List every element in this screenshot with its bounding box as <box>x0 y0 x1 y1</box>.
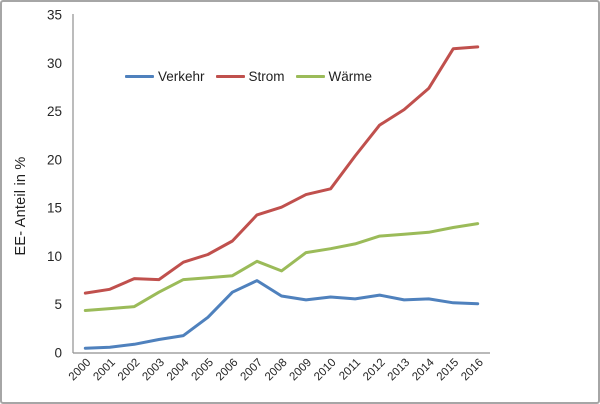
x-tick-label: 2006 <box>214 357 241 384</box>
legend-line-sample-waerme <box>295 75 325 78</box>
x-tick-label: 2002 <box>116 357 143 384</box>
y-tick-label: 0 <box>54 346 62 361</box>
x-tick-label: 2013 <box>386 357 413 384</box>
x-tick-label: 2005 <box>189 357 216 384</box>
x-tick-label: 2011 <box>337 357 363 383</box>
legend-label-waerme: Wärme <box>328 69 373 84</box>
legend: Verkehr Strom Wärme <box>125 69 372 84</box>
x-tick-label: 2003 <box>140 357 167 384</box>
y-tick-label: 35 <box>47 8 62 23</box>
series-line-strom <box>83 45 480 295</box>
legend-item-strom: Strom <box>215 69 285 84</box>
series-line-wärme <box>83 222 480 312</box>
legend-line-sample-strom <box>215 75 245 78</box>
x-tick-label: 2008 <box>263 357 290 384</box>
y-tick-label: 25 <box>47 104 62 119</box>
y-tick-label: 5 <box>54 297 62 312</box>
x-tick-label: 2009 <box>288 357 315 384</box>
x-tick-label: 2000 <box>67 357 94 384</box>
legend-item-verkehr: Verkehr <box>125 69 205 84</box>
x-tick-label: 2001 <box>91 357 118 384</box>
y-tick-label: 15 <box>47 201 62 216</box>
x-tick-label: 2012 <box>361 357 388 384</box>
y-tick-label: 30 <box>47 56 62 71</box>
x-tick-label: 2014 <box>410 356 437 383</box>
x-tick-label: 2015 <box>435 357 462 384</box>
legend-line-sample-verkehr <box>125 75 154 78</box>
x-tick-label: 2010 <box>312 357 339 384</box>
legend-item-waerme: Wärme <box>295 69 373 84</box>
x-tick-label: 2004 <box>165 356 192 383</box>
series-line-verkehr <box>83 279 480 350</box>
x-tick-label: 2007 <box>239 357 266 384</box>
x-tick-label: 2016 <box>459 357 486 384</box>
y-axis-title: EE- Anteil in % <box>13 156 29 256</box>
legend-label-verkehr: Verkehr <box>158 69 205 84</box>
y-tick-label: 10 <box>47 249 62 264</box>
legend-label-strom: Strom <box>248 69 285 84</box>
y-tick-label: 20 <box>47 152 62 167</box>
